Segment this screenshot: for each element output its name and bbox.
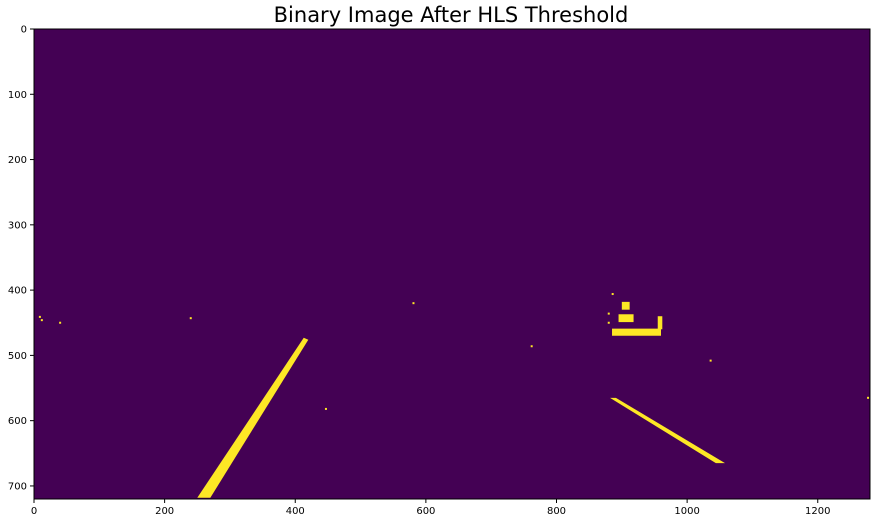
x-tick-label: 0 (31, 506, 37, 517)
x-tick-label: 1200 (805, 506, 830, 517)
y-tick-label: 0 (21, 25, 27, 36)
y-tick-label: 200 (8, 155, 27, 166)
y-tick-label: 300 (8, 220, 27, 231)
threshold-speck (611, 293, 614, 296)
y-tick-label: 500 (8, 351, 27, 362)
plot-area (33, 28, 871, 500)
left-lane-line (197, 337, 309, 498)
threshold-speck (412, 302, 415, 305)
y-tick-label: 700 (8, 481, 27, 492)
threshold-speck (867, 396, 870, 399)
threshold-speck (709, 359, 712, 362)
threshold-speck (607, 321, 610, 324)
right-lane-line (610, 397, 726, 464)
vehicle-blob (657, 316, 663, 330)
threshold-speck (59, 321, 62, 324)
image-background (34, 29, 870, 499)
vehicle-blob (621, 301, 630, 310)
y-axis: 0 100 200 300 400 500 600 700 (8, 25, 34, 492)
x-tick-label: 400 (286, 506, 305, 517)
vehicle-blob (618, 314, 634, 323)
x-tick-label: 800 (547, 506, 566, 517)
threshold-speck (40, 319, 43, 322)
x-tick-label: 600 (416, 506, 435, 517)
y-tick-label: 100 (8, 90, 27, 101)
x-axis: 0 200 400 600 800 1000 1200 (31, 499, 830, 517)
vehicle-blob (612, 328, 661, 336)
y-tick-label: 400 (8, 286, 27, 297)
x-tick-label: 1000 (674, 506, 699, 517)
threshold-speck (38, 315, 41, 318)
threshold-speck (607, 312, 610, 315)
threshold-speck (324, 407, 327, 410)
threshold-speck (530, 345, 533, 348)
x-tick-label: 200 (155, 506, 174, 517)
threshold-speck (189, 317, 192, 320)
plot-frame (33, 28, 871, 500)
chart-title: Binary Image After HLS Threshold (274, 3, 629, 27)
y-tick-label: 600 (8, 416, 27, 427)
